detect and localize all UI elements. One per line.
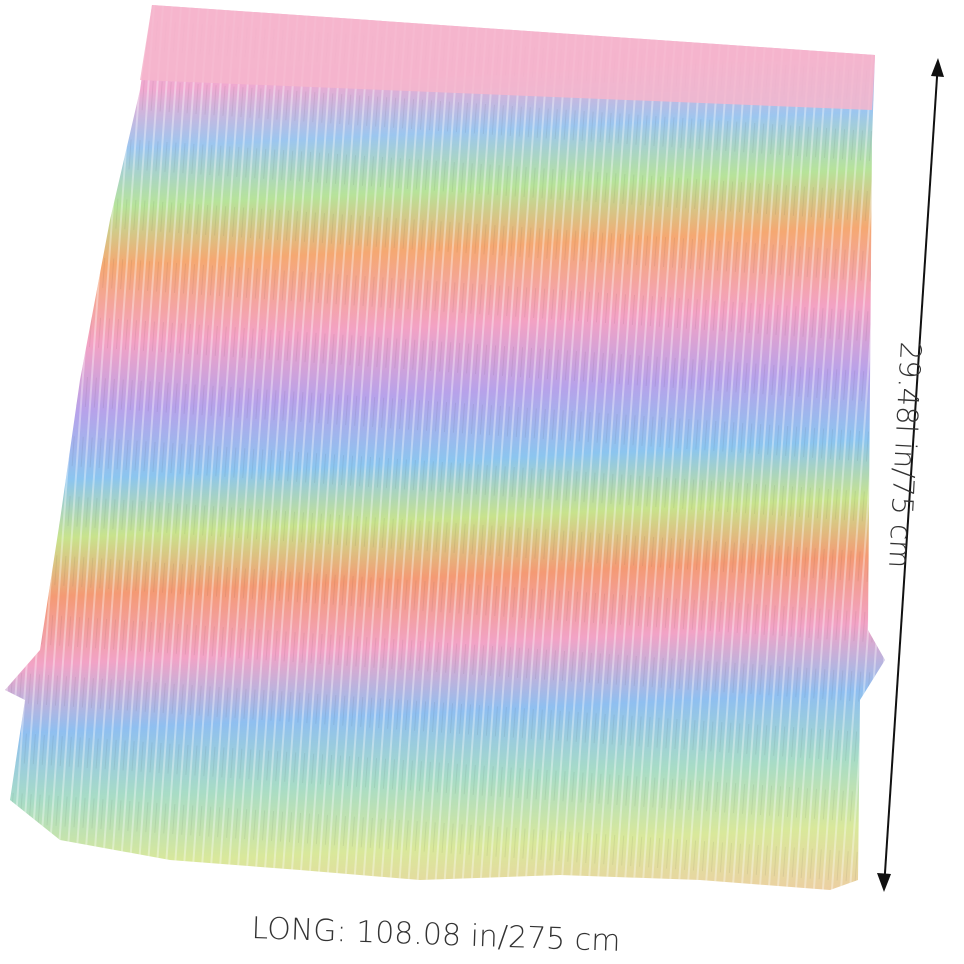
arrowhead-top-icon xyxy=(931,58,944,77)
curtain-top-band xyxy=(140,5,875,110)
height-dimension-line xyxy=(883,61,939,889)
arrowhead-bottom-icon xyxy=(877,873,891,892)
